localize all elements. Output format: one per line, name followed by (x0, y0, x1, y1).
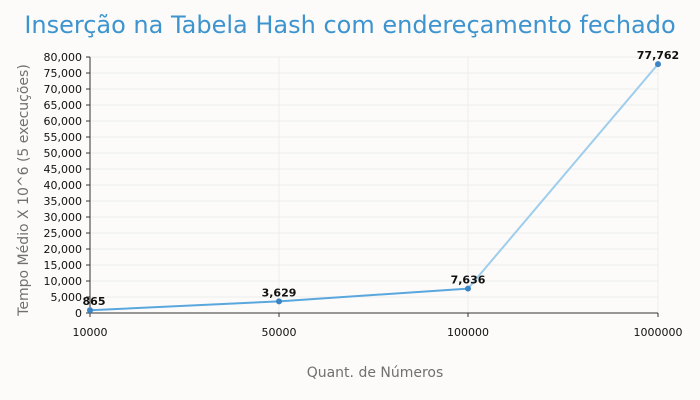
y-tick-label: 75,000 (44, 67, 83, 80)
y-tick-label: 55,000 (44, 131, 83, 144)
chart-title: Inserção na Tabela Hash com endereçament… (24, 11, 675, 39)
y-tick-label: 45,000 (44, 163, 83, 176)
y-tick-label: 15,000 (44, 259, 83, 272)
x-tick-label: 50000 (262, 326, 297, 339)
line-segment (467, 63, 659, 290)
y-tick-label: 20,000 (44, 243, 83, 256)
label-layer: 865 3,629 7,636 77,762 (83, 49, 680, 308)
y-tick-label: 65,000 (44, 99, 83, 112)
line-segment (278, 287, 469, 303)
series-layer (87, 61, 661, 314)
x-axis-title: Quant. de Números (307, 365, 444, 381)
y-tick-label: 0 (75, 307, 82, 320)
y-tick-label: 60,000 (44, 115, 83, 128)
data-point[interactable] (276, 298, 282, 305)
y-tick-label: 30,000 (44, 211, 83, 224)
y-axis-title: Tempo Médio X 10^6 (5 execuções) (16, 64, 32, 317)
y-tick-label: 70,000 (44, 83, 83, 96)
y-tick-label: 5,000 (51, 291, 83, 304)
y-tick-label: 40,000 (44, 179, 83, 192)
y-tick-label: 10,000 (44, 275, 83, 288)
x-tick-label: 100000 (447, 326, 489, 339)
grid-layer (89, 56, 659, 314)
line-segment (89, 300, 280, 312)
x-tick-label: 10000 (73, 326, 108, 339)
data-label: 3,629 (262, 286, 297, 299)
y-tick-label: 25,000 (44, 227, 83, 240)
y-tick-label: 80,000 (44, 51, 83, 64)
y-tick-label: 50,000 (44, 147, 83, 160)
data-point[interactable] (655, 61, 661, 68)
data-point[interactable] (465, 285, 471, 292)
data-label: 7,636 (451, 274, 486, 287)
data-label: 77,762 (637, 49, 679, 62)
x-tick-label: 1000000 (634, 326, 683, 339)
data-point[interactable] (87, 307, 93, 314)
axis-layer: 0 5,000 10,000 15,000 20,000 25,000 30,000 35,0… (44, 51, 683, 339)
y-tick-label: 35,000 (44, 195, 83, 208)
data-label: 865 (83, 295, 106, 308)
